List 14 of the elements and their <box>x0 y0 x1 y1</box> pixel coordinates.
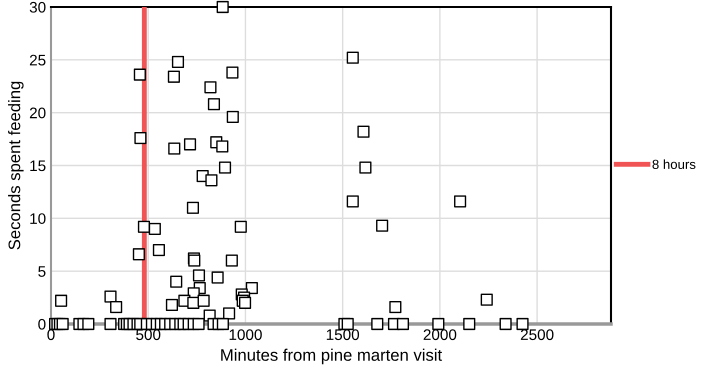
y-tick-label: 25 <box>30 54 46 66</box>
x-tick-label: 1000 <box>230 329 262 340</box>
x-tick-label: 1500 <box>326 329 360 340</box>
y-tick-label: 5 <box>38 266 46 277</box>
y-tick-label: 0 <box>38 318 46 330</box>
y-tick-label: 30 <box>30 2 46 13</box>
legend-label: 8 hours <box>652 159 696 170</box>
y-tick-label: 10 <box>30 213 46 224</box>
x-tick-label: 2000 <box>424 329 456 340</box>
y-axis-title: Seconds spent feeding <box>8 82 24 250</box>
x-tick-label: 2500 <box>520 329 554 340</box>
y-tick-label: 15 <box>30 160 46 172</box>
y-tick-label: 20 <box>30 108 46 118</box>
x-axis-title: Minutes from pine marten visit <box>221 348 442 364</box>
